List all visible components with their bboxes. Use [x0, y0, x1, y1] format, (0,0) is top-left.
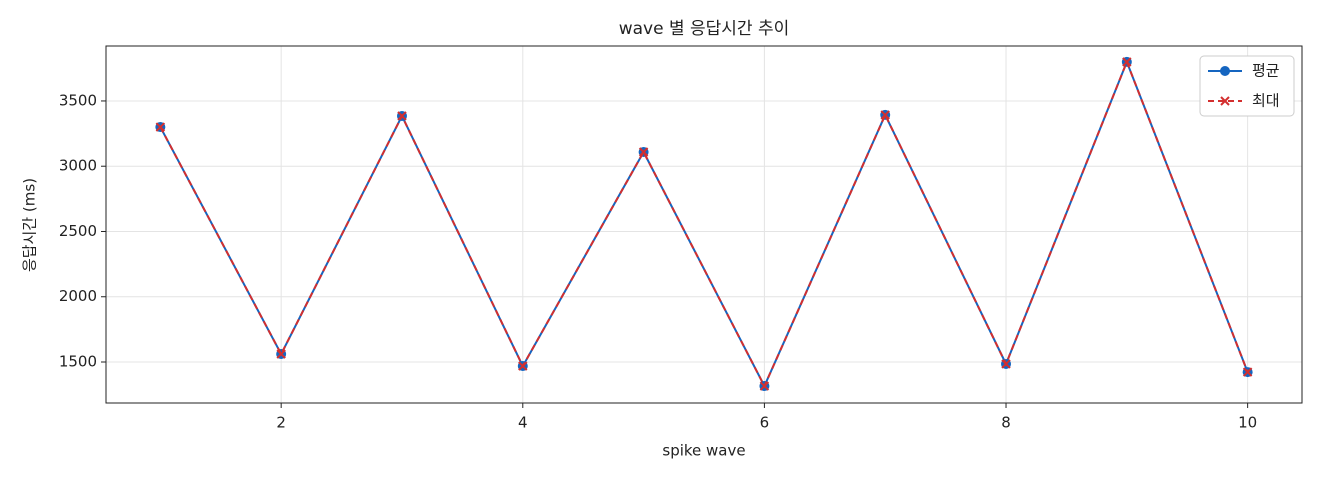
data-point: [880, 110, 890, 120]
y-tick-label: 3000: [59, 157, 97, 175]
y-tick-label: 2000: [59, 287, 97, 305]
data-point-shape: [1122, 57, 1132, 67]
y-tick-label: 2500: [59, 222, 97, 240]
data-point-shape: [1242, 367, 1253, 377]
data-point: [1001, 359, 1011, 369]
legend-marker-shape: [1220, 96, 1230, 106]
x-tick-label: 10: [1238, 414, 1257, 432]
series-line: [159, 59, 1249, 389]
x-tick-label: 6: [760, 414, 770, 432]
data-point-shape: [397, 111, 407, 121]
x-axis-label: spike wave: [662, 442, 745, 460]
data-point-shape: [1001, 359, 1011, 369]
data-point-shape: [518, 361, 528, 371]
legend-label: 최대: [1252, 92, 1280, 110]
data-point: [397, 111, 407, 121]
data-point-shape: [155, 122, 166, 132]
plot-frame: [105, 45, 1303, 404]
data-point-shape: [759, 381, 770, 391]
series-line: [159, 59, 1249, 389]
data-point: [638, 147, 649, 157]
legend-marker: [1220, 96, 1230, 106]
data-point-shape: [638, 147, 649, 157]
data-point: [155, 122, 166, 132]
y-axis-label: 응답시간 (ms): [21, 178, 39, 272]
chart-title: wave 별 응답시간 추이: [619, 19, 790, 39]
data-point: [1122, 57, 1132, 67]
data-point: [518, 361, 528, 371]
data-point: [276, 349, 286, 359]
legend-marker: [1220, 66, 1230, 76]
data-point-shape: [880, 110, 890, 120]
y-tick-label: 1500: [59, 353, 97, 371]
x-tick-label: 4: [518, 414, 528, 432]
data-point-shape: [276, 349, 286, 359]
x-tick-label: 8: [1001, 414, 1011, 432]
legend-label: 평균: [1252, 62, 1280, 80]
x-tick-label: 2: [276, 414, 286, 432]
data-point: [1242, 367, 1253, 377]
data-point: [759, 381, 770, 391]
y-tick-label: 3500: [59, 91, 97, 109]
legend-box: [1199, 55, 1295, 117]
